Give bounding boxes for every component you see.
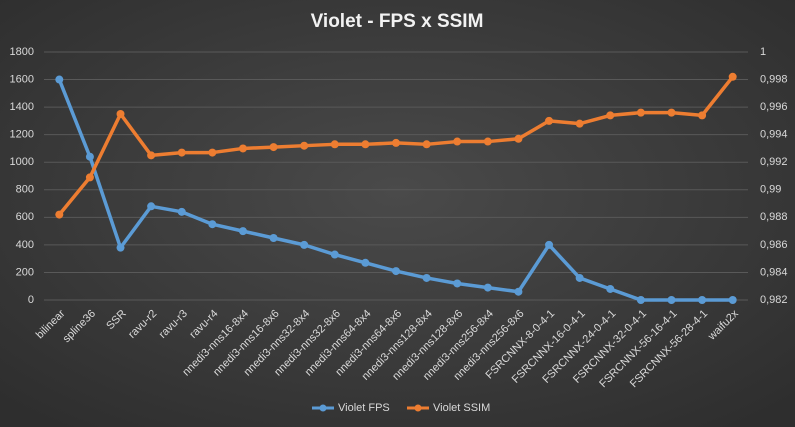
y2-tick-label: 0,992 <box>760 156 788 168</box>
data-point <box>514 287 523 296</box>
y2-tick-label: 0,99 <box>760 184 781 196</box>
data-point <box>55 210 64 219</box>
y-tick-label: 1400 <box>10 101 34 113</box>
data-point <box>606 111 615 120</box>
data-point <box>728 296 737 304</box>
data-point <box>483 283 492 292</box>
data-point <box>300 141 309 150</box>
chart-title: Violet - FPS x SSIM <box>311 11 484 32</box>
data-point <box>177 148 186 157</box>
data-point <box>330 250 339 259</box>
data-point <box>85 152 94 161</box>
data-point <box>208 220 217 229</box>
data-point <box>545 240 554 249</box>
data-point <box>545 116 554 125</box>
data-point <box>392 267 400 276</box>
y2-tick-label: 0,984 <box>760 266 788 278</box>
data-point <box>422 140 431 149</box>
y-tick-label: 1000 <box>10 156 34 168</box>
legend-label: Violet FPS <box>338 402 390 414</box>
data-point <box>208 148 217 157</box>
data-point <box>514 134 523 143</box>
y-tick-label: 1600 <box>10 73 34 85</box>
data-point <box>422 273 431 282</box>
y-tick-label: 600 <box>16 211 34 223</box>
data-point <box>636 296 645 304</box>
data-point <box>330 140 339 149</box>
y-tick-label: 400 <box>16 239 34 251</box>
data-point <box>392 138 400 147</box>
y2-tick-label: 0,986 <box>760 239 788 251</box>
data-point <box>116 110 125 118</box>
data-point <box>361 258 370 267</box>
legend-label: Violet SSIM <box>433 402 490 414</box>
y-tick-label: 1800 <box>10 46 34 58</box>
data-point <box>728 72 737 81</box>
data-point <box>269 143 278 152</box>
data-point <box>606 284 615 293</box>
data-point <box>636 108 645 117</box>
data-point <box>698 111 707 120</box>
data-point <box>483 137 492 146</box>
data-point <box>147 151 156 160</box>
y2-tick-label: 0,994 <box>760 129 788 141</box>
y2-tick-label: 0,998 <box>760 73 788 85</box>
data-point <box>55 75 64 84</box>
y-tick-label: 800 <box>16 184 34 196</box>
data-point <box>177 207 186 216</box>
data-point <box>698 296 707 304</box>
data-point <box>238 144 247 153</box>
y-tick-label: 200 <box>16 266 34 278</box>
legend-marker <box>414 404 422 412</box>
data-point <box>361 140 370 149</box>
data-point <box>667 108 676 117</box>
y2-tick-label: 0,988 <box>760 211 788 223</box>
data-point <box>116 243 125 252</box>
y2-tick-label: 0,996 <box>760 101 788 113</box>
data-point <box>269 234 278 242</box>
data-point <box>85 173 94 182</box>
y-tick-label: 0 <box>28 294 34 306</box>
y-tick-label: 1200 <box>10 129 34 141</box>
data-point <box>300 240 309 249</box>
data-point <box>575 273 584 282</box>
y2-tick-label: 1 <box>760 46 766 58</box>
data-point <box>453 137 462 146</box>
y2-tick-label: 0,982 <box>760 294 788 306</box>
data-point <box>453 279 462 288</box>
legend-marker <box>319 404 327 412</box>
data-point <box>575 119 584 128</box>
data-point <box>238 227 247 236</box>
data-point <box>147 202 156 211</box>
data-point <box>667 296 676 304</box>
